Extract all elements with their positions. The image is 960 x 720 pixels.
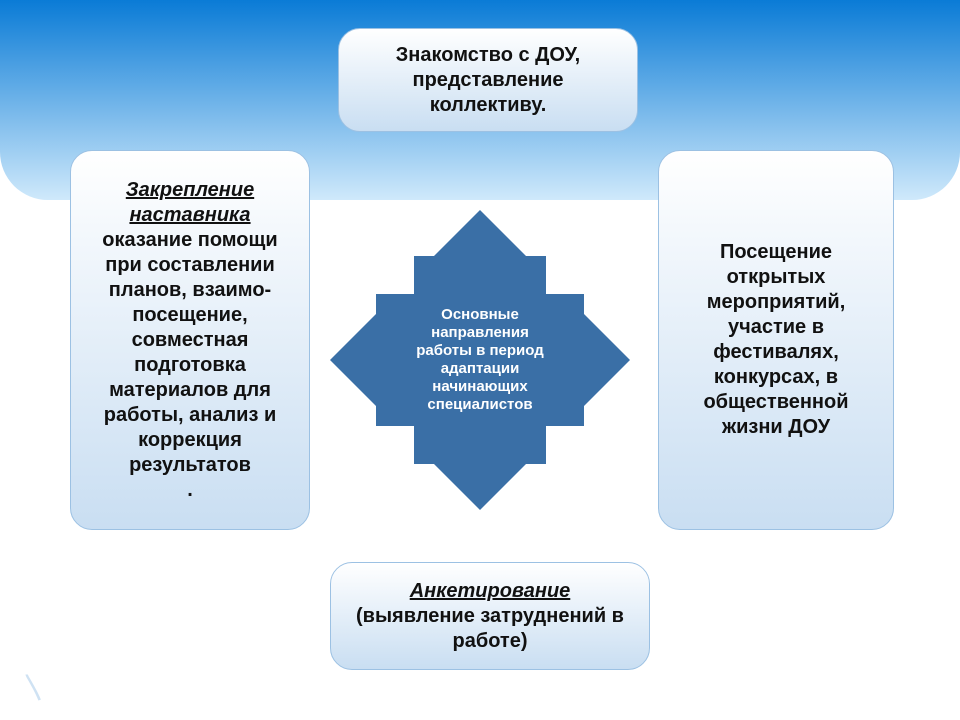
- box-top: Знакомство с ДОУ, представление коллекти…: [338, 28, 638, 132]
- box-left: Закрепление наставника оказание помощи п…: [70, 150, 310, 530]
- box-right: Посещение открытых мероприятий, участие …: [658, 150, 894, 530]
- center-label: Основные направления работы в период ада…: [405, 306, 555, 414]
- box-bottom: Анкетирование (выявление затруднений в р…: [330, 562, 650, 670]
- center-text: Основные направления работы в период ада…: [416, 306, 544, 413]
- diagram-stage: Основные направления работы в период ада…: [0, 0, 960, 720]
- box-bottom-title: Анкетирование: [410, 579, 571, 604]
- box-bottom-body: (выявление затруднений в работе): [349, 604, 631, 654]
- corner-glyph: 〵: [20, 668, 48, 708]
- box-top-body: Знакомство с ДОУ, представление коллекти…: [357, 43, 619, 118]
- box-left-body: оказание помощи при составлении планов, …: [89, 228, 291, 503]
- box-right-body: Посещение открытых мероприятий, участие …: [677, 240, 875, 440]
- box-left-title: Закрепление наставника: [89, 178, 291, 228]
